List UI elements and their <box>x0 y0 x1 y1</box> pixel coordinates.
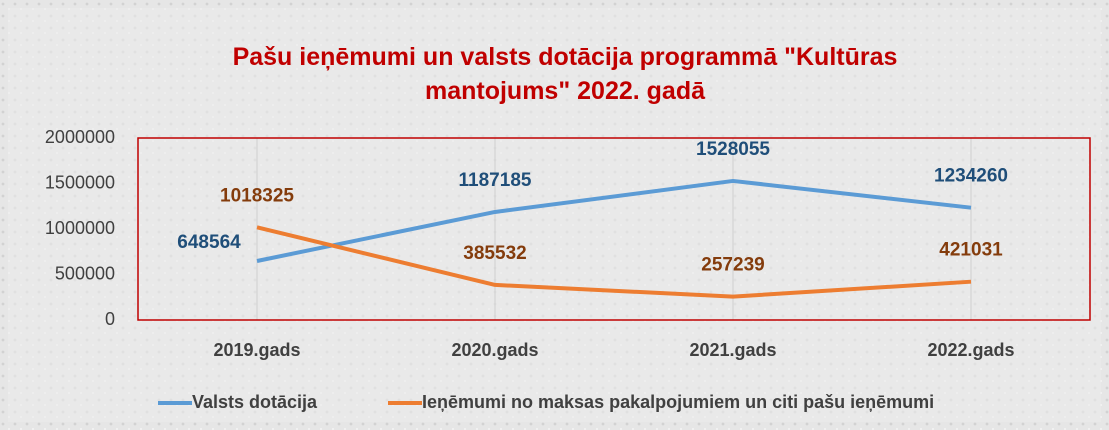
data-label: 1187185 <box>459 170 532 191</box>
y-tick-label: 1500000 <box>45 172 115 192</box>
line <box>256 178 972 263</box>
data-label: 1528055 <box>696 139 770 160</box>
x-tick-label: 2020.gads <box>451 340 538 360</box>
data-label: 385532 <box>463 243 526 264</box>
data-label: 1018325 <box>220 185 294 206</box>
legend-label: Ieņēmumi no maksas pakalpojumiem un citi… <box>422 392 934 412</box>
data-label: 421031 <box>939 240 1003 261</box>
y-tick-label: 500000 <box>55 263 115 283</box>
x-tick-label: 2022.gads <box>927 340 1014 360</box>
y-tick-label: 2000000 <box>45 127 115 147</box>
x-tick-label: 2021.gads <box>689 340 776 360</box>
y-tick-label: 1000000 <box>45 218 115 238</box>
plot-border <box>137 137 1091 321</box>
x-tick-label: 2019.gads <box>213 340 300 360</box>
data-label: 257239 <box>701 255 764 276</box>
legend-label: Valsts dotācija <box>192 392 318 412</box>
chart-area <box>8 8 1101 422</box>
line <box>256 225 972 299</box>
y-tick-label: 0 <box>105 309 115 329</box>
data-label: 648564 <box>177 232 241 253</box>
chart-title: Pašu ieņēmumi un valsts dotācija program… <box>233 43 898 105</box>
data-label: 1234260 <box>934 166 1008 187</box>
